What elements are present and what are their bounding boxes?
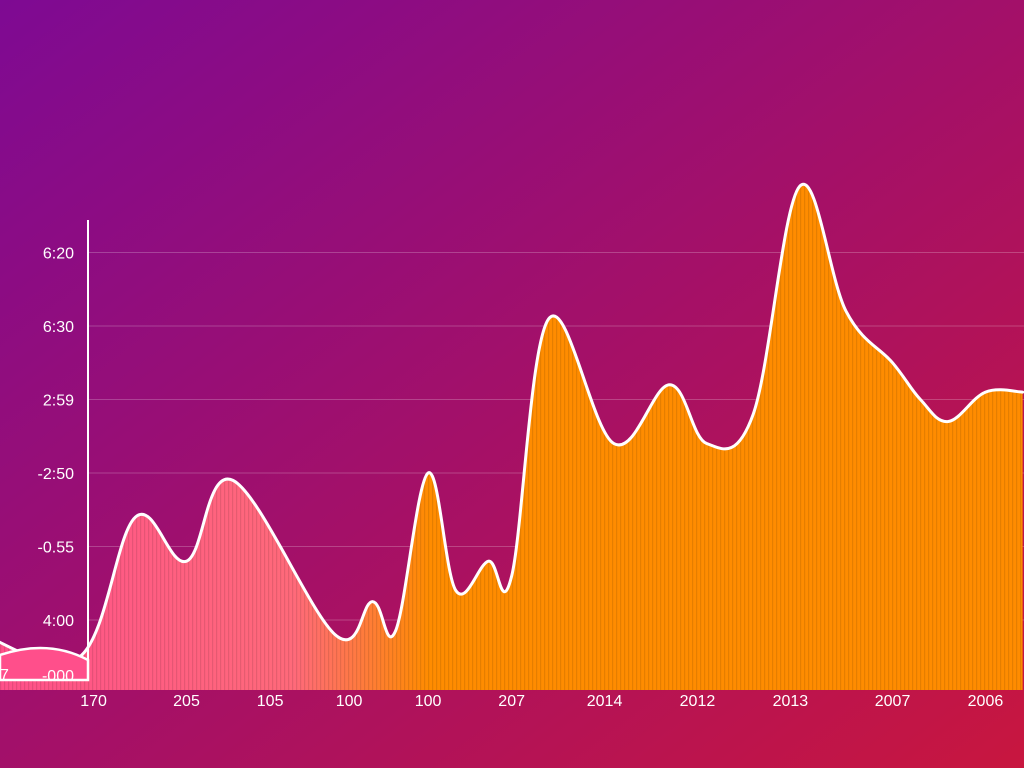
x-tick-label: 207 [498,693,525,710]
y-tick-label: 4:00 [43,613,74,630]
y-tick-label: 6:20 [43,246,74,263]
x-tick-label: 2013 [773,693,809,710]
x-tick-label: 100 [336,693,363,710]
edge-label: 7 [0,667,9,684]
x-tick-label: 205 [173,693,200,710]
x-tick-label: 2014 [587,693,623,710]
y-tick-label: -0.55 [38,540,75,557]
x-tick-label: 2012 [680,693,716,710]
area-stripe-texture [0,184,1023,690]
x-tick-label: 2007 [875,693,911,710]
x-tick-label: 100 [415,693,442,710]
x-tick-label: 105 [257,693,284,710]
x-tick-label: 170 [80,693,107,710]
x-tick-label: 2006 [968,693,1004,710]
axes [87,220,89,678]
y-tick-label: 6:30 [43,319,74,336]
x-tick-labels: 170 205 105 100 100 207 2014 2012 2013 2007 2006 [80,693,1003,710]
y-tick-label: -2:50 [38,466,75,483]
y-tick-labels: 6:20 6:30 2:59 -2:50 -0.55 4:00 -000 7 [0,246,74,686]
series-line [0,182,1024,665]
y-tick-label: 2:59 [43,393,74,410]
y-tick-label: -000 [42,668,74,685]
